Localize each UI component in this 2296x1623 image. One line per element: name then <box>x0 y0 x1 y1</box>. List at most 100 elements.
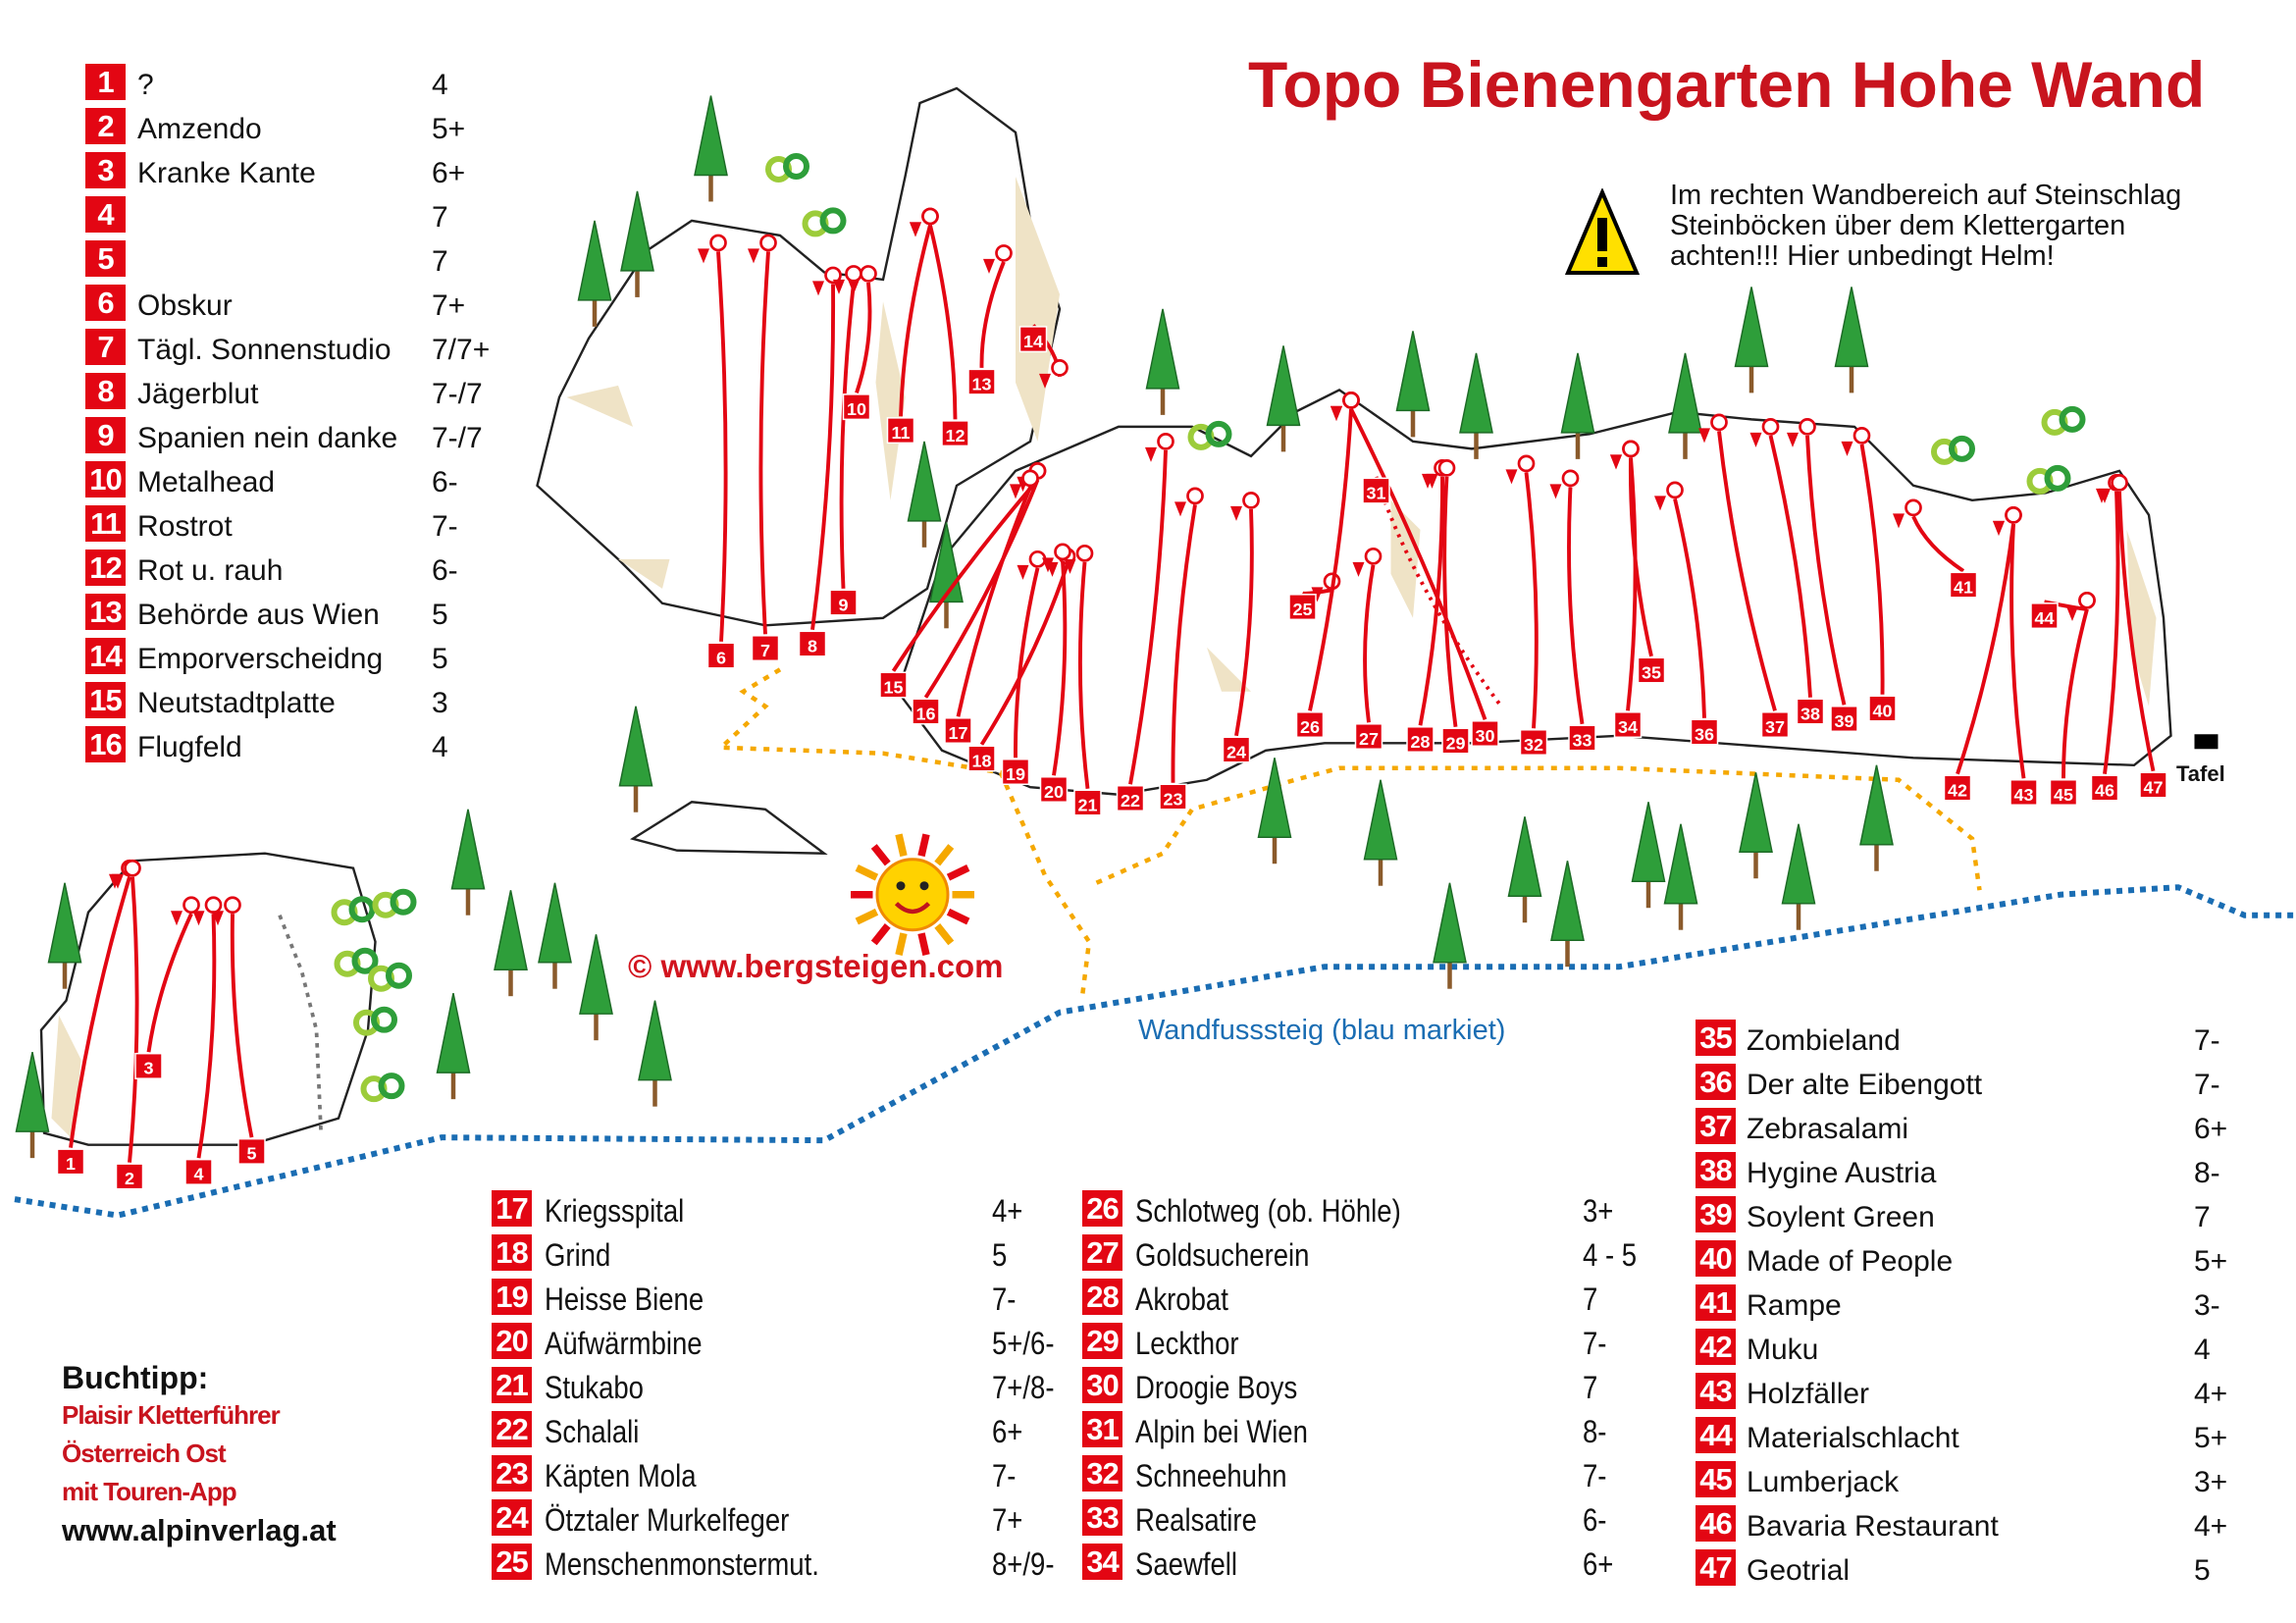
route-badge[interactable]: 17 <box>944 717 972 745</box>
badge-box <box>1159 783 1187 811</box>
route-badge[interactable]: 29 <box>1441 727 1470 755</box>
route-badge[interactable]: 33 <box>1568 724 1596 752</box>
route-badge[interactable]: 12 <box>941 420 969 447</box>
route-grade: 6- <box>432 554 458 587</box>
route-line <box>196 914 217 1159</box>
route-badge[interactable]: 10 <box>842 393 871 421</box>
route-badge[interactable]: 35 <box>1637 656 1666 684</box>
route-badge[interactable]: 38 <box>1796 698 1825 725</box>
badge-box <box>2030 602 2059 630</box>
anchor-icon <box>1186 487 1204 505</box>
route-name: Heisse Biene <box>545 1282 704 1317</box>
route-badge[interactable]: 6 <box>706 642 736 669</box>
route-line <box>69 876 131 1148</box>
route-number-badge: 1 <box>85 64 126 100</box>
trail-label: Wandfusssteig (blau markiet) <box>1138 1015 1506 1046</box>
route-line <box>1442 476 1458 728</box>
route-badge[interactable]: 43 <box>2009 779 2038 807</box>
badge-box <box>1116 785 1145 812</box>
route-badge[interactable]: 36 <box>1690 718 1719 746</box>
route-badge[interactable]: 1 <box>56 1148 85 1176</box>
route-badge[interactable]: 7 <box>751 635 780 662</box>
route-badge[interactable]: 30 <box>1471 720 1499 748</box>
ibex-symbols <box>331 152 2086 1103</box>
route-badge[interactable]: 39 <box>1830 706 1858 733</box>
tree-icon <box>1395 331 1431 438</box>
route-badge[interactable]: 21 <box>1073 789 1102 816</box>
route-badge[interactable]: 24 <box>1222 736 1251 763</box>
warning-line: achten!!! Hier unbedingt Helm! <box>1670 240 2055 272</box>
anchor-icon <box>1561 469 1580 488</box>
route-badge[interactable]: 14 <box>1018 326 1048 353</box>
route-badge[interactable]: 2 <box>115 1163 144 1190</box>
route-badge[interactable]: 26 <box>1295 711 1325 739</box>
route-badge[interactable]: 13 <box>967 368 996 395</box>
lower-off-arrow-icon <box>1893 513 1905 529</box>
route-badge[interactable]: 25 <box>1288 594 1317 621</box>
route-badge[interactable]: 16 <box>912 698 940 725</box>
route-badge[interactable]: 34 <box>1613 711 1643 739</box>
route-line <box>1567 487 1585 725</box>
route-badge[interactable]: 32 <box>1519 729 1548 757</box>
route-badge[interactable]: 20 <box>1039 776 1069 804</box>
route-name: Obskur <box>137 289 233 322</box>
route-badge[interactable]: 5 <box>237 1137 266 1165</box>
badge-number: 28 <box>1410 732 1430 752</box>
route-number-badge: 29 <box>1082 1323 1122 1359</box>
route-badge[interactable]: 44 <box>2030 602 2059 630</box>
route-grade: 6+ <box>432 157 466 189</box>
badge-box <box>1073 789 1102 816</box>
anchor-icon <box>1342 392 1360 409</box>
lower-off-arrow-icon <box>833 279 845 294</box>
badge-number: 32 <box>1524 735 1543 755</box>
sun-ray <box>946 864 970 881</box>
publisher-link[interactable]: www.alpinverlag.at <box>62 1513 337 1547</box>
route-number-badge: 31 <box>1082 1411 1122 1447</box>
route-number-badge: 24 <box>492 1499 532 1536</box>
badge-number: 5 <box>246 1144 256 1164</box>
route-badge[interactable]: 11 <box>886 417 915 445</box>
route-line <box>2117 491 2156 772</box>
route-badge[interactable]: 9 <box>829 589 858 616</box>
route-line <box>1911 515 1965 573</box>
route-badge[interactable]: 41 <box>1949 571 1978 599</box>
badge-number: 40 <box>1872 701 1892 720</box>
badge-number: 10 <box>847 399 866 419</box>
route-number-badge: 46 <box>1696 1505 1736 1542</box>
route-badge[interactable]: 46 <box>2090 774 2119 802</box>
route-badge[interactable]: 27 <box>1354 723 1383 751</box>
lower-off-arrow-icon <box>1230 505 1242 521</box>
warning-line: Steinböcken über dem Klettergarten <box>1670 210 2126 241</box>
route-badge[interactable]: 37 <box>1760 711 1790 739</box>
badge-box <box>1018 326 1048 353</box>
ibex-icon <box>334 947 379 977</box>
tree-icon <box>1781 823 1816 930</box>
badge-box <box>1354 723 1383 751</box>
lower-off-arrow-icon <box>1749 432 1762 447</box>
route-badge[interactable]: 45 <box>2049 779 2078 807</box>
badge-number: 3 <box>143 1059 153 1078</box>
route-badge[interactable]: 15 <box>879 671 908 699</box>
route-badge[interactable]: 42 <box>1943 774 1972 802</box>
ibex-icon <box>2041 405 2086 436</box>
badge-box <box>1441 727 1470 755</box>
route-badge[interactable]: 3 <box>134 1052 163 1079</box>
copyright-link[interactable]: © www.bergsteigen.com <box>628 948 1004 984</box>
route-badge[interactable]: 47 <box>2139 771 2167 799</box>
route-badge[interactable]: 19 <box>1001 759 1030 786</box>
route-badge[interactable]: 31 <box>1362 477 1390 504</box>
route-badge[interactable]: 23 <box>1159 783 1187 811</box>
badge-box <box>2049 779 2078 807</box>
route-badge[interactable]: 18 <box>967 745 996 772</box>
tree-icon <box>1507 816 1542 923</box>
route-grade: 6- <box>432 466 458 498</box>
route-badge[interactable]: 40 <box>1868 695 1897 722</box>
route-badge[interactable]: 4 <box>184 1158 213 1185</box>
route-grade: 7- <box>992 1282 1017 1317</box>
route-badge[interactable]: 28 <box>1406 726 1435 754</box>
route-badge[interactable]: 22 <box>1116 785 1145 812</box>
route-number-badge: 36 <box>1696 1064 1736 1100</box>
badge-number: 37 <box>1765 717 1785 737</box>
route-badge[interactable]: 8 <box>798 630 827 657</box>
